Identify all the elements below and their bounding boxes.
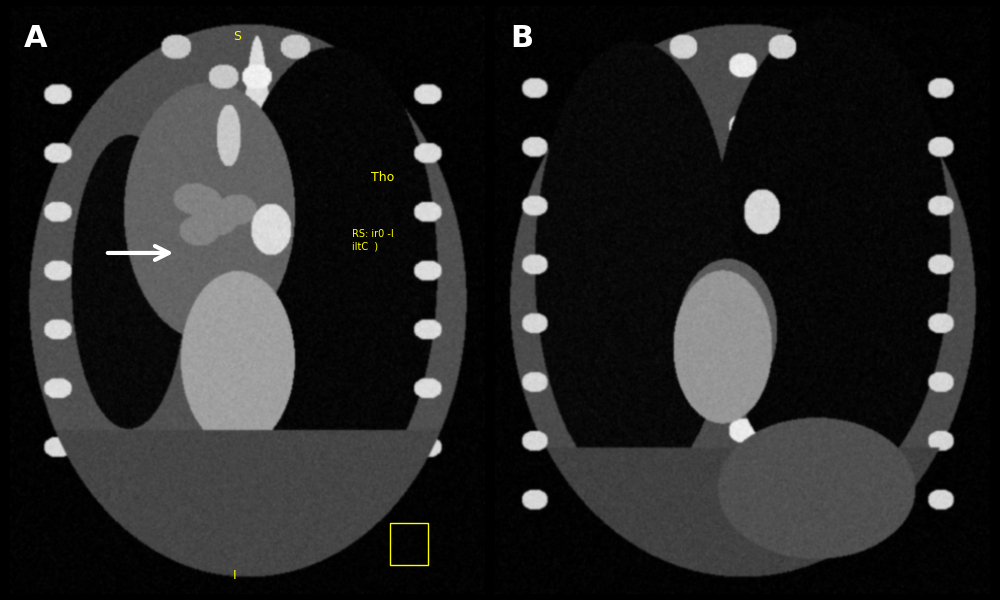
Text: B: B: [510, 23, 533, 53]
Text: A: A: [24, 23, 48, 53]
Text: Tho: Tho: [371, 170, 394, 184]
Text: S: S: [233, 29, 241, 43]
Text: RS: ir0 -I
iltC  ): RS: ir0 -I iltC ): [352, 229, 394, 251]
Text: I: I: [233, 569, 237, 582]
Bar: [390, 523, 428, 565]
